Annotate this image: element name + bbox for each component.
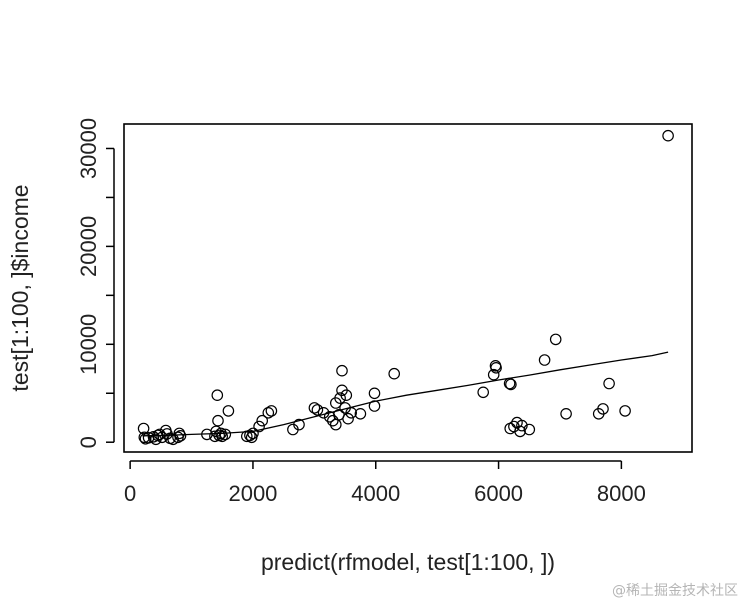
- x-tick-label: 0: [124, 481, 136, 506]
- data-point: [662, 129, 674, 142]
- data-point: [308, 402, 321, 414]
- data-point: [256, 414, 268, 427]
- data-point: [336, 364, 348, 377]
- data-point: [388, 367, 400, 380]
- data-point: [247, 427, 259, 440]
- y-tick-label: 10000: [76, 314, 101, 375]
- data-point: [503, 377, 516, 390]
- x-tick-label: 2000: [228, 481, 277, 506]
- data-point: [549, 333, 562, 346]
- data-point: [219, 428, 232, 441]
- data-point: [477, 386, 489, 399]
- data-point: [216, 430, 228, 443]
- data-point: [138, 431, 151, 444]
- data-point: [167, 433, 179, 446]
- data-point: [603, 377, 615, 390]
- data-point: [244, 429, 256, 442]
- x-tick-label: 6000: [474, 481, 523, 506]
- smooth-line-group: [142, 351, 669, 437]
- data-point: [334, 392, 346, 404]
- watermark: @稀土掘金技术社区: [612, 583, 738, 599]
- data-point: [222, 405, 235, 417]
- data-point: [153, 428, 166, 441]
- data-point: [354, 407, 367, 420]
- y-axis: 0 10000 20000 30000: [76, 118, 115, 448]
- data-point: [212, 414, 224, 427]
- data-point: [174, 429, 187, 442]
- data-point: [368, 387, 381, 400]
- data-points: [137, 129, 674, 446]
- x-axis-title: predict(rfmodel, test[1:100, ]): [261, 549, 555, 575]
- data-point: [262, 406, 275, 419]
- data-point: [560, 407, 572, 420]
- data-point: [342, 412, 354, 425]
- data-point: [293, 418, 305, 431]
- data-point: [516, 419, 528, 432]
- data-point: [317, 406, 330, 419]
- y-tick-label: 0: [76, 436, 101, 448]
- data-point: [368, 400, 381, 412]
- data-point: [523, 423, 536, 436]
- y-axis-title: test[1:100, ]$income: [7, 184, 33, 391]
- data-point: [490, 361, 502, 374]
- data-point: [505, 378, 517, 391]
- data-point: [538, 354, 551, 366]
- x-tick-label: 8000: [597, 481, 646, 506]
- y-tick-label: 30000: [76, 118, 101, 179]
- plot-frame: [123, 123, 693, 453]
- data-point: [619, 405, 631, 417]
- data-point: [487, 368, 500, 381]
- data-point: [253, 420, 265, 433]
- data-point: [597, 403, 609, 415]
- x-tick-label: 4000: [351, 481, 400, 506]
- x-axis: 0 2000 4000 6000 8000: [124, 460, 646, 506]
- data-point: [265, 405, 278, 417]
- data-point: [340, 389, 353, 401]
- y-tick-label: 20000: [76, 216, 101, 277]
- data-point: [211, 389, 224, 401]
- data-point: [323, 410, 336, 423]
- data-point: [514, 425, 526, 438]
- data-point: [326, 414, 339, 427]
- data-point: [311, 404, 324, 416]
- smooth-line: [142, 351, 669, 437]
- data-point: [345, 406, 357, 419]
